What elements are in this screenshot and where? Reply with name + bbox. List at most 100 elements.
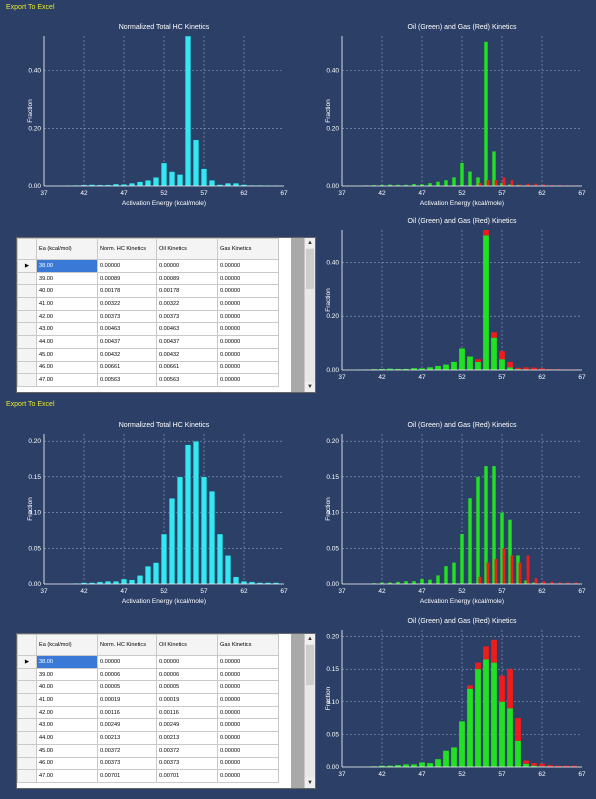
table-row[interactable]: 47.00 0.00563 0.00563 0.00000: [17, 373, 279, 387]
table-cell[interactable]: 0.00463: [97, 322, 157, 337]
table-cell[interactable]: 38.00: [36, 655, 98, 669]
table-cell[interactable]: 43.00: [36, 322, 98, 337]
table-cell[interactable]: 0.00178: [156, 284, 218, 299]
row-header[interactable]: [17, 284, 37, 299]
table-row[interactable]: 40.00 0.00005 0.00005 0.00000: [17, 680, 279, 695]
table-cell[interactable]: 0.00000: [217, 259, 279, 273]
table-row[interactable]: 44.00 0.00437 0.00437 0.00000: [17, 335, 279, 349]
table-cell[interactable]: 0.00000: [156, 259, 218, 273]
table-cell[interactable]: 0.00373: [97, 309, 157, 324]
table-row[interactable]: ▶ 38.00 0.00000 0.00000 0.00000: [17, 259, 279, 273]
table-cell[interactable]: 0.00089: [156, 271, 218, 286]
table-cell[interactable]: 0.00213: [97, 731, 157, 745]
scroll-down-icon[interactable]: ▼: [305, 778, 315, 788]
row-header[interactable]: [17, 360, 37, 375]
row-header[interactable]: [17, 769, 37, 783]
column-header[interactable]: Ea (kcal/mol): [36, 238, 98, 260]
current-row-arrow-icon[interactable]: ▶: [17, 655, 37, 669]
table-cell[interactable]: 0.00000: [217, 705, 279, 720]
vertical-scrollbar[interactable]: ▲ ▼: [304, 634, 315, 788]
table-cell[interactable]: 47.00: [36, 373, 98, 387]
table-row[interactable]: ▶ 38.00 0.00000 0.00000 0.00000: [17, 655, 279, 669]
row-header[interactable]: [17, 756, 37, 771]
table-cell[interactable]: 39.00: [36, 667, 98, 682]
table-cell[interactable]: 38.00: [36, 259, 98, 273]
table-cell[interactable]: 41.00: [36, 693, 98, 707]
table-cell[interactable]: 0.00000: [217, 718, 279, 733]
table-row[interactable]: 43.00 0.00463 0.00463 0.00000: [17, 322, 279, 337]
table-cell[interactable]: 0.00000: [97, 655, 157, 669]
table-row[interactable]: 46.00 0.00373 0.00373 0.00000: [17, 756, 279, 771]
column-header[interactable]: Oil Kinetics: [156, 238, 218, 260]
table-cell[interactable]: 0.00116: [156, 705, 218, 720]
table-cell[interactable]: 0.00000: [217, 309, 279, 324]
row-header[interactable]: [17, 693, 37, 707]
table-cell[interactable]: 0.00000: [217, 297, 279, 311]
table-cell[interactable]: 0.00005: [156, 680, 218, 695]
table-cell[interactable]: 0.00000: [217, 667, 279, 682]
table-cell[interactable]: 0.00000: [217, 769, 279, 783]
row-header[interactable]: [17, 347, 37, 362]
column-header[interactable]: Norm. HC Kinetics: [97, 634, 157, 656]
table-cell[interactable]: 0.00437: [156, 335, 218, 349]
table-cell[interactable]: 44.00: [36, 731, 98, 745]
table-cell[interactable]: 47.00: [36, 769, 98, 783]
row-header[interactable]: [17, 309, 37, 324]
table-cell[interactable]: 0.00116: [97, 705, 157, 720]
table-row[interactable]: 45.00 0.00432 0.00432 0.00000: [17, 347, 279, 362]
row-header[interactable]: [17, 335, 37, 349]
table-cell[interactable]: 0.00322: [97, 297, 157, 311]
row-header[interactable]: [17, 680, 37, 695]
row-header[interactable]: [17, 297, 37, 311]
table-cell[interactable]: 0.00000: [217, 655, 279, 669]
row-header[interactable]: [17, 322, 37, 337]
table-cell[interactable]: 0.00019: [97, 693, 157, 707]
table-cell[interactable]: 0.00249: [156, 718, 218, 733]
table-cell[interactable]: 0.00000: [217, 335, 279, 349]
table-cell[interactable]: 41.00: [36, 297, 98, 311]
table-cell[interactable]: 40.00: [36, 680, 98, 695]
export-to-excel-link-2[interactable]: Export To Excel: [6, 401, 55, 408]
table-cell[interactable]: 0.00661: [97, 360, 157, 375]
table-cell[interactable]: 0.00372: [97, 743, 157, 758]
table-cell[interactable]: 0.00000: [217, 322, 279, 337]
table-cell[interactable]: 0.00019: [156, 693, 218, 707]
kinetics-table-2[interactable]: Ea (kcal/mol) Norm. HC Kinetics Oil Kineti…: [16, 633, 316, 789]
table-cell[interactable]: 0.00563: [156, 373, 218, 387]
column-header[interactable]: Oil Kinetics: [156, 634, 218, 656]
table-cell[interactable]: 0.00006: [97, 667, 157, 682]
table-row[interactable]: 47.00 0.00701 0.00701 0.00000: [17, 769, 279, 783]
row-header[interactable]: [17, 271, 37, 286]
table-cell[interactable]: 0.00006: [156, 667, 218, 682]
table-cell[interactable]: 0.00463: [156, 322, 218, 337]
table-row[interactable]: 39.00 0.00006 0.00006 0.00000: [17, 667, 279, 682]
table-cell[interactable]: 42.00: [36, 309, 98, 324]
column-header[interactable]: Ea (kcal/mol): [36, 634, 98, 656]
row-header[interactable]: [17, 743, 37, 758]
table-row[interactable]: 42.00 0.00116 0.00116 0.00000: [17, 705, 279, 720]
table-cell[interactable]: 0.00000: [217, 693, 279, 707]
table-cell[interactable]: 0.00000: [217, 731, 279, 745]
table-cell[interactable]: 0.00000: [217, 756, 279, 771]
table-cell[interactable]: 44.00: [36, 335, 98, 349]
scroll-up-icon[interactable]: ▲: [305, 634, 315, 644]
table-cell[interactable]: 0.00373: [156, 309, 218, 324]
export-to-excel-link[interactable]: Export To Excel: [6, 4, 55, 11]
table-row[interactable]: 46.00 0.00661 0.00661 0.00000: [17, 360, 279, 375]
table-cell[interactable]: 0.00701: [156, 769, 218, 783]
table-cell[interactable]: 0.00000: [217, 347, 279, 362]
table-cell[interactable]: 0.00000: [217, 680, 279, 695]
row-header[interactable]: [17, 718, 37, 733]
table-cell[interactable]: 0.00000: [156, 655, 218, 669]
table-row[interactable]: 43.00 0.00249 0.00249 0.00000: [17, 718, 279, 733]
table-cell[interactable]: 0.00000: [217, 360, 279, 375]
table-cell[interactable]: 0.00372: [156, 743, 218, 758]
table-cell[interactable]: 46.00: [36, 756, 98, 771]
table-row[interactable]: 40.00 0.00178 0.00178 0.00000: [17, 284, 279, 299]
row-header[interactable]: [17, 667, 37, 682]
kinetics-table-1[interactable]: Ea (kcal/mol) Norm. HC Kinetics Oil Kineti…: [16, 237, 316, 393]
column-header[interactable]: Norm. HC Kinetics: [97, 238, 157, 260]
table-cell[interactable]: 0.00322: [156, 297, 218, 311]
table-row[interactable]: 45.00 0.00372 0.00372 0.00000: [17, 743, 279, 758]
table-cell[interactable]: 45.00: [36, 347, 98, 362]
